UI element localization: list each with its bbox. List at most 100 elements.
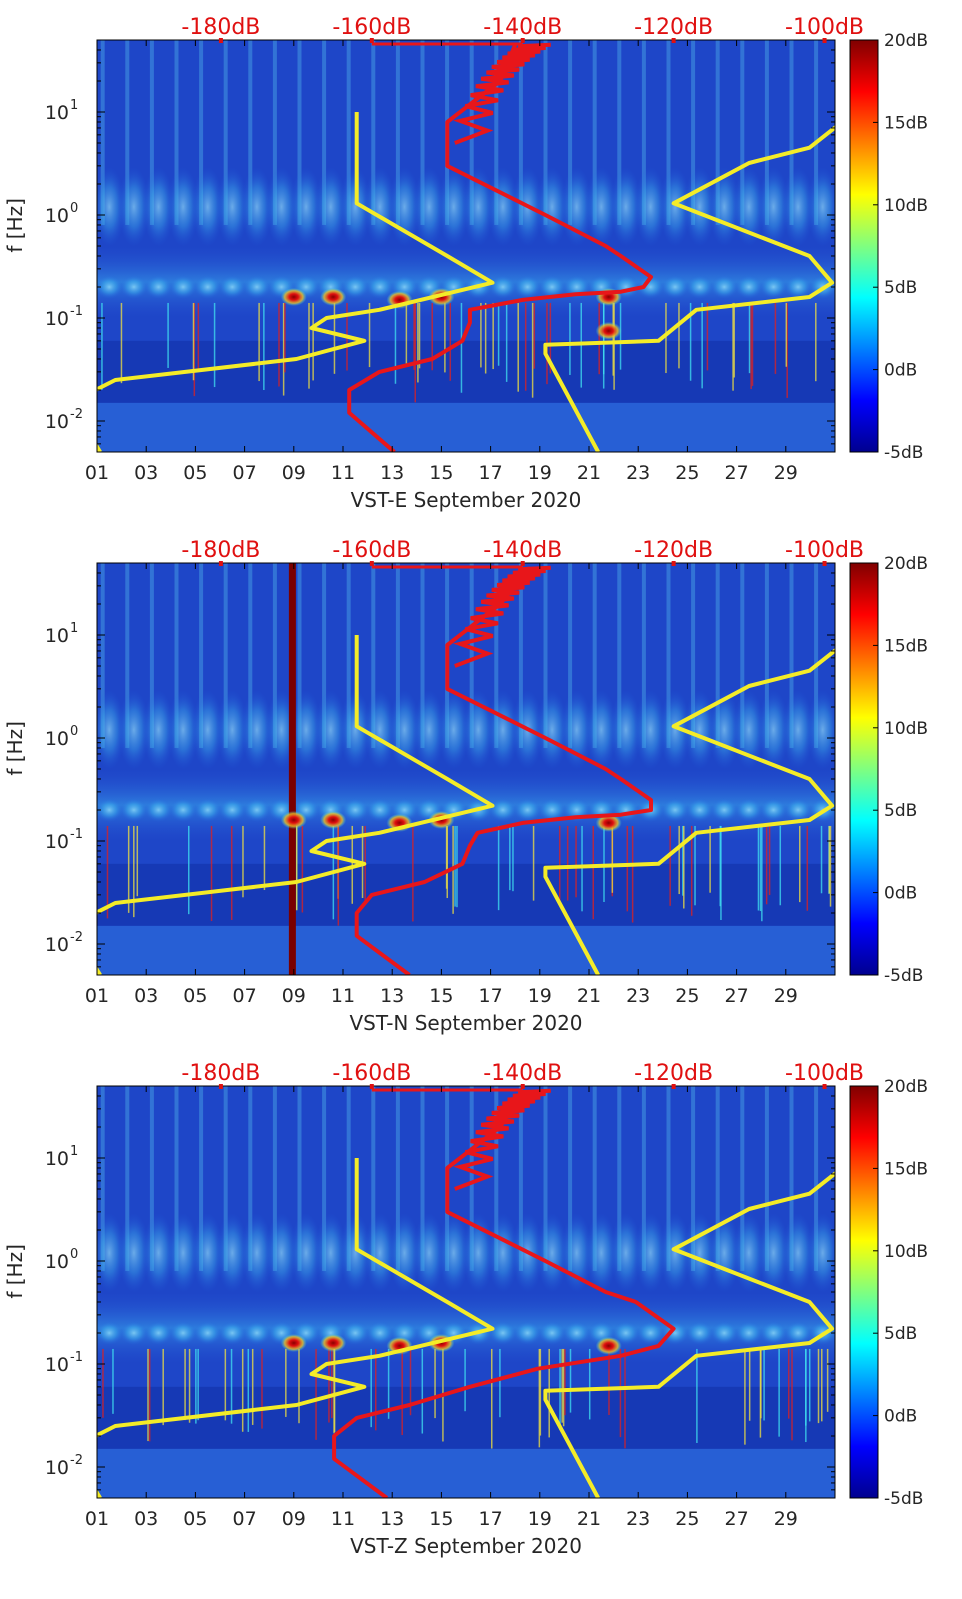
x-tick-label: 01 — [85, 462, 109, 484]
transient-spike — [531, 302, 534, 398]
noise-blob — [240, 166, 273, 247]
noise-blob — [757, 166, 790, 247]
red-noise-model-curve — [354, 566, 653, 975]
noise-blob — [661, 274, 690, 299]
red-curve-oscillation — [453, 42, 551, 145]
noise-blob — [216, 1212, 249, 1293]
transient-spike — [785, 302, 788, 367]
transient-spike — [689, 302, 692, 381]
transient-spike — [533, 302, 536, 369]
x-tick-label: 17 — [479, 985, 503, 1007]
y-tick-exponent: 1 — [70, 621, 78, 636]
transient-spike — [499, 1348, 501, 1418]
transient-spike — [683, 825, 685, 909]
x-tick-label: 27 — [725, 1508, 749, 1530]
noise-blob — [562, 1320, 591, 1345]
daily-streak — [543, 563, 548, 748]
x-tick-label: 11 — [331, 462, 355, 484]
daily-streak — [100, 1086, 105, 1271]
transient-spike — [162, 1348, 164, 1426]
y-axis-label: f [Hz] — [3, 1244, 27, 1299]
daily-streak — [617, 563, 622, 748]
transient-spike — [106, 825, 109, 919]
daily-streak — [691, 40, 696, 225]
transient-spike — [751, 302, 754, 386]
x-tick-label: 05 — [183, 462, 207, 484]
noise-blob — [341, 1320, 370, 1345]
daily-streak — [641, 563, 646, 748]
transient-spike — [491, 1348, 493, 1449]
transient-spike — [112, 1348, 114, 1414]
transient-spike — [210, 825, 213, 922]
transient-spike — [765, 825, 768, 905]
colorbar-tick-label: 5dB — [884, 278, 917, 298]
transient-spike — [331, 1348, 333, 1419]
x-tick-label: 23 — [626, 1508, 650, 1530]
transient-spike — [375, 1348, 377, 1431]
transient-spike — [251, 1348, 254, 1425]
x-tick-label: 01 — [85, 985, 109, 1007]
noise-blob — [538, 274, 567, 299]
noise-blob — [97, 1320, 124, 1345]
transient-spike — [337, 825, 340, 926]
noise-blob — [782, 689, 815, 770]
top-db-tick-label: -100dB — [785, 538, 864, 563]
noise-blob — [167, 1212, 200, 1293]
x-tick-label: 19 — [528, 462, 552, 484]
transient-spike — [805, 1348, 807, 1443]
noise-blob — [119, 274, 148, 299]
noise-blob — [488, 797, 517, 822]
noise-blob — [784, 797, 813, 822]
transient-spike — [709, 825, 711, 893]
noise-blob — [488, 274, 517, 299]
daily-streak — [346, 563, 351, 748]
transient-spike — [524, 302, 527, 391]
daily-streak — [223, 40, 228, 225]
daily-streak — [100, 40, 105, 225]
noise-blob — [290, 166, 323, 247]
noise-blob — [710, 797, 739, 822]
transient-spike — [405, 302, 408, 367]
transient-spike — [569, 302, 571, 375]
noise-blob — [363, 166, 396, 247]
noise-blob — [365, 797, 394, 822]
noise-blob — [536, 689, 569, 770]
x-tick-label: 23 — [626, 985, 650, 1007]
transient-spike — [197, 302, 200, 372]
noise-blob — [759, 274, 788, 299]
y-tick-exponent: -1 — [70, 827, 83, 842]
transient-spike — [480, 302, 482, 368]
top-db-tick-label: -140dB — [483, 1061, 562, 1086]
daily-streak — [568, 563, 573, 748]
daily-streak — [199, 40, 204, 225]
daily-streak — [420, 40, 425, 225]
daily-streak — [568, 1086, 573, 1271]
daily-streak — [543, 40, 548, 225]
colorbar-tick-label: 15dB — [884, 636, 928, 656]
transient-spike — [413, 302, 415, 370]
daily-streak — [617, 1086, 622, 1271]
noise-blob — [661, 797, 690, 822]
y-tick-label: 10 — [45, 411, 69, 433]
transient-spike — [763, 1348, 765, 1421]
x-tick-label: 17 — [479, 462, 503, 484]
noise-blob — [142, 689, 175, 770]
x-tick-label: 25 — [675, 462, 699, 484]
noise-blob — [413, 1212, 446, 1293]
top-db-tick-label: -100dB — [785, 1061, 864, 1086]
x-tick-label: 05 — [183, 985, 207, 1007]
transient-spike — [732, 302, 734, 391]
transient-spike — [497, 302, 500, 366]
daily-streak — [641, 40, 646, 225]
colorbar-tick-label: 15dB — [884, 113, 928, 133]
transient-spike — [821, 1348, 823, 1422]
transient-spike — [446, 825, 448, 899]
transient-spike — [808, 1348, 811, 1422]
colorbar-tick-label: 15dB — [884, 1159, 928, 1179]
transient-spike — [184, 1348, 186, 1421]
noise-blob — [609, 689, 642, 770]
noise-blob — [314, 166, 347, 247]
noise-blob — [218, 274, 247, 299]
x-axis-label: VST-Z September 2020 — [350, 1534, 582, 1558]
